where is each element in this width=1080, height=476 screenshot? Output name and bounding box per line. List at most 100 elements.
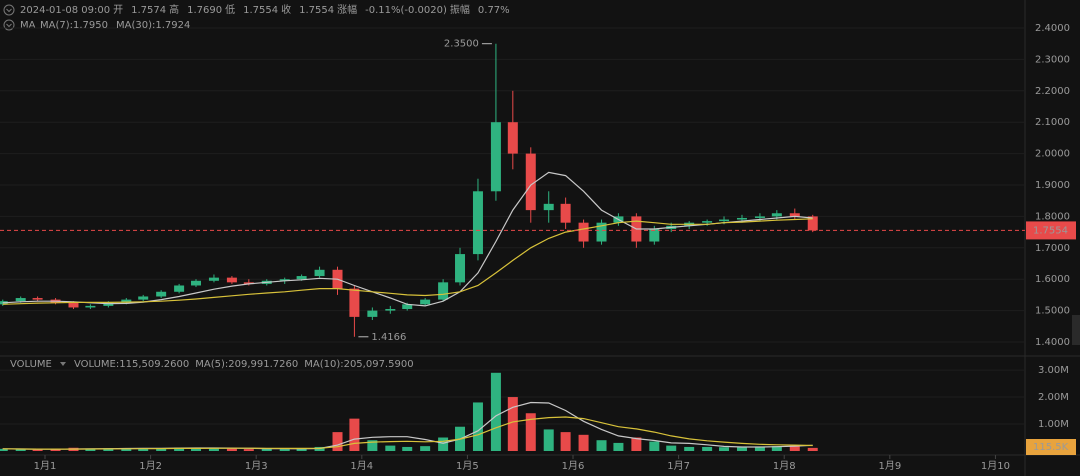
info-text: 2024-01-08 09:00 [20, 5, 110, 16]
y-tick-label: 2.2000 [1035, 86, 1070, 97]
y-tick-label: 1.9000 [1035, 180, 1070, 191]
candle-body [789, 213, 800, 217]
info-text: 1.7554 [243, 5, 278, 16]
volume-bar [332, 432, 343, 451]
candle-body [754, 216, 765, 218]
candle-body [525, 153, 536, 211]
volume-bar [50, 449, 61, 451]
legend-entry: MA(5):209,991.7260 [195, 359, 298, 370]
candle-body [578, 222, 589, 242]
volume-bar [490, 372, 501, 451]
volume-bar [349, 418, 360, 451]
side-tab[interactable] [1072, 315, 1080, 345]
volume-bar [32, 449, 43, 451]
y-tick-label: 1.8000 [1035, 211, 1070, 222]
candle-body [314, 269, 325, 277]
candle-body [296, 276, 307, 280]
candle-body [279, 279, 290, 281]
volume-bar [174, 447, 185, 451]
volume-bar [226, 448, 237, 451]
volume-bar [261, 448, 272, 451]
candle-body [385, 309, 396, 311]
y-tick-label: 2.3000 [1035, 54, 1070, 65]
volume-bar [208, 448, 219, 451]
candle-body [174, 285, 185, 292]
candle-body [191, 280, 202, 286]
x-tick-label: 1月6 [562, 460, 585, 472]
annotation-label: 2.3500 [444, 39, 479, 50]
volume-bar [613, 442, 624, 451]
x-tick-label: 1月3 [245, 460, 268, 472]
volume-bar [0, 448, 8, 451]
ma-line [2, 218, 813, 305]
candle-body [243, 282, 254, 284]
candle-body [226, 277, 237, 283]
volume-bar [85, 448, 96, 451]
volume-bar [719, 447, 730, 451]
candle-body [156, 291, 167, 297]
candle-body [121, 299, 132, 303]
y-tick-label: 1.4000 [1035, 337, 1070, 348]
info-text: 振幅 [450, 3, 470, 16]
info-text: 1.7554 [299, 5, 334, 16]
candle-body [438, 282, 449, 300]
volume-bar [296, 448, 307, 451]
candle-body [736, 217, 747, 220]
collapse-icon[interactable] [3, 4, 15, 16]
volume-bar [138, 448, 149, 451]
volume-bar [596, 440, 607, 451]
candle-body [85, 305, 96, 308]
candle-body [560, 203, 571, 223]
dropdown-icon[interactable] [60, 362, 66, 366]
ma-line [2, 171, 813, 307]
candle-body [420, 299, 431, 305]
info-text: 涨幅 [337, 3, 357, 16]
y-tick-label: 1.6000 [1035, 274, 1070, 285]
volume-bar [243, 449, 254, 451]
volume-bar [191, 447, 202, 451]
candle-body [702, 221, 713, 223]
candle-body [349, 288, 360, 317]
x-tick-label: 1月2 [139, 460, 162, 472]
x-tick-label: 1月1 [34, 460, 57, 472]
candle-body [402, 304, 413, 310]
info-text: 低 [225, 3, 235, 16]
volume-bar [631, 437, 642, 451]
candle-body [543, 203, 554, 211]
volume-bar [279, 449, 290, 451]
y-tick-label: 2.1000 [1035, 117, 1070, 128]
y2-tick-label: 2.00M [1038, 392, 1069, 403]
info-text: 1.7690 [187, 5, 222, 16]
candle-body [68, 302, 79, 308]
volume-bar [649, 441, 660, 451]
volume-bar [103, 448, 114, 451]
volume-bar [385, 445, 396, 451]
volume-bar [578, 434, 589, 451]
volume-bar [684, 446, 695, 451]
x-tick-label: 1月9 [878, 460, 901, 472]
candle-body [208, 277, 219, 281]
x-tick-label: 1月10 [981, 460, 1010, 472]
last-volume-label: 115.5K [1033, 442, 1069, 453]
candle-body [490, 122, 501, 192]
candle-body [32, 298, 43, 300]
volume-bar [543, 429, 554, 451]
volume-bar [807, 447, 818, 451]
y2-tick-label: 3.00M [1038, 365, 1069, 376]
candle-body [719, 219, 730, 222]
info-text: 高 [169, 3, 179, 16]
volume-title: VOLUME [10, 359, 52, 370]
volume-info: VOLUME:115,509.2600 [74, 359, 189, 370]
x-tick-label: 1月5 [456, 460, 479, 472]
candle-body [807, 216, 818, 231]
volume-bar [754, 446, 765, 451]
info-text: 1.7574 [131, 5, 166, 16]
volume-bar [736, 447, 747, 451]
volume-bar [702, 446, 713, 451]
volume-bar [367, 440, 378, 451]
candle-body [367, 310, 378, 317]
volume-bar [121, 448, 132, 451]
collapse-icon[interactable] [3, 19, 15, 31]
